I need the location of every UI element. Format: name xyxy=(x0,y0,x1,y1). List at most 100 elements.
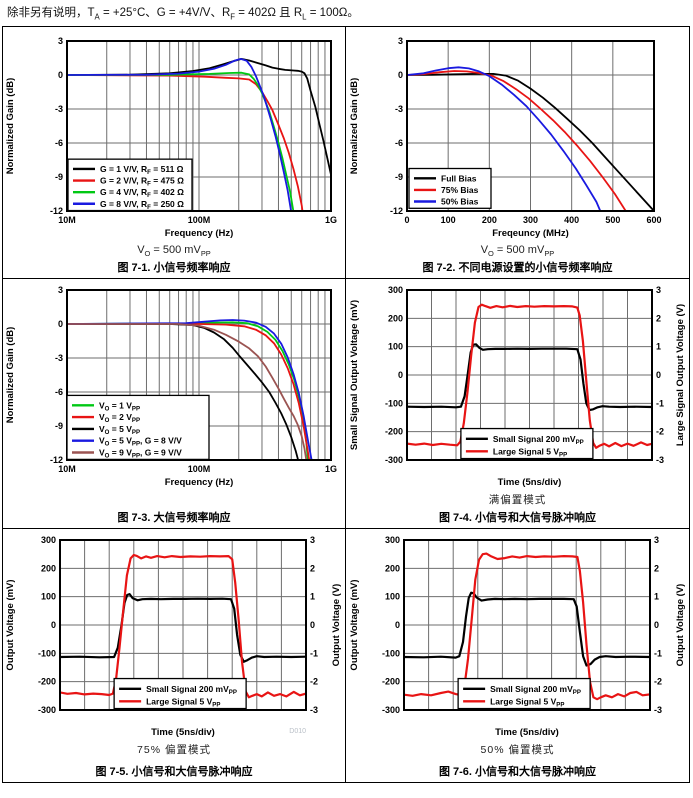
figure-7-1: 10M 100M 1G 3 0 -3 -6 -9 -12 Frequency (Hz) Normal… xyxy=(3,27,346,279)
figure-7-3: 10M 100M 1G 3 0 -3 -6 -9 -12 Frequency (Hz) Normal… xyxy=(3,279,346,529)
svg-text:-3: -3 xyxy=(654,705,662,715)
legend-label: VO = 1 VPP xyxy=(99,400,140,412)
plot-border xyxy=(405,289,653,461)
tick-labels: 300 200 100 0 -100 -200 -300 3 2 1 0 -1 -2 -3 xyxy=(381,535,661,715)
svg-text:100: 100 xyxy=(440,215,455,225)
x-axis-title: Frequency (Hz) xyxy=(165,477,234,488)
svg-text:0: 0 xyxy=(654,620,659,630)
legend-label: VO = 5 VPP, G = 8 V/V xyxy=(99,436,182,448)
figure-7-2-sublabel: VO = 500 mVPP xyxy=(480,244,555,259)
series-2 xyxy=(406,66,601,211)
svg-text:200: 200 xyxy=(41,563,56,573)
legend-label: Large Signal 5 VPP xyxy=(490,696,564,708)
svg-text:200: 200 xyxy=(481,215,496,225)
legend-label: Full Bias xyxy=(441,173,477,183)
charts-grid: 10M 100M 1G 3 0 -3 -6 -9 -12 Frequency (Hz) Normal… xyxy=(2,26,690,783)
series-group xyxy=(60,553,306,699)
svg-text:2: 2 xyxy=(656,313,661,323)
svg-text:-9: -9 xyxy=(55,172,63,182)
series-1 xyxy=(67,323,311,460)
test-conditions: 除非另有说明，TA = +25°C、G = +4V/V、RF = 402Ω 且 … xyxy=(7,7,359,22)
svg-text:0: 0 xyxy=(51,620,56,630)
series-0 xyxy=(403,591,650,667)
svg-text:3: 3 xyxy=(310,535,315,545)
svg-text:600: 600 xyxy=(646,215,661,225)
svg-text:-300: -300 xyxy=(381,705,399,715)
series-1 xyxy=(406,70,627,211)
legend-label: G = 4 V/V, RF = 402 Ω xyxy=(100,187,184,199)
svg-text:-100: -100 xyxy=(384,398,402,408)
figure-7-1-caption: 图 7-1. 小信号频率响应 xyxy=(117,262,231,274)
plot-border xyxy=(402,539,651,711)
tick-labels: 300 200 100 0 -100 -200 -300 3 2 1 0 -1 -2 -3 xyxy=(384,285,663,465)
figure-7-1-canvas: 10M 100M 1G 3 0 -3 -6 -9 -12 Frequency (Hz) Normal… xyxy=(5,36,337,239)
legend-label: VO = 2 VPP xyxy=(99,412,140,424)
svg-text:200: 200 xyxy=(387,313,402,323)
svg-text:-200: -200 xyxy=(381,677,399,687)
svg-text:1: 1 xyxy=(654,592,659,602)
y2-axis-title: Output Voltage (V) xyxy=(675,584,686,667)
svg-text:-3: -3 xyxy=(55,353,63,363)
series-0 xyxy=(67,57,331,176)
series-3 xyxy=(67,319,313,460)
series-0 xyxy=(406,343,652,412)
figure-7-2-caption: 图 7-2. 不同电源设置的小信号频率响应 xyxy=(422,262,613,274)
svg-text:2: 2 xyxy=(310,563,315,573)
svg-text:1G: 1G xyxy=(325,464,337,474)
figure-7-3-canvas: 10M 100M 1G 3 0 -3 -6 -9 -12 Frequency (Hz) Normal… xyxy=(5,285,337,488)
legend-label: VO = 9 VPP, G = 9 V/V xyxy=(99,448,182,460)
legend-label: 50% Bias xyxy=(441,197,479,207)
y-axis-title: Small Signal Output Voltage (mV) xyxy=(349,300,360,450)
plot-border xyxy=(66,40,332,212)
svg-text:-100: -100 xyxy=(38,648,56,658)
svg-text:10M: 10M xyxy=(58,464,76,474)
series-4 xyxy=(67,323,308,460)
x-axis-title: Time (5ns/div) xyxy=(495,727,559,738)
svg-text:0: 0 xyxy=(58,319,63,329)
svg-text:-12: -12 xyxy=(50,455,63,465)
svg-text:-6: -6 xyxy=(55,138,63,148)
series-group xyxy=(67,319,313,460)
svg-text:100: 100 xyxy=(387,342,402,352)
svg-text:-1: -1 xyxy=(310,648,318,658)
y-axis-title: Normalized Gain (dB) xyxy=(349,78,360,175)
series-0 xyxy=(406,73,654,211)
legend: Full Bias 75% Bias 50% Bias xyxy=(407,167,492,209)
svg-text:0: 0 xyxy=(394,620,399,630)
figure-7-5: 300 200 100 0 -100 -200 -300 3 2 1 0 -1 -2 -3 Time (5n… xyxy=(3,529,346,782)
svg-text:-12: -12 xyxy=(389,206,402,216)
svg-text:1: 1 xyxy=(310,592,315,602)
legend-label: Small Signal 200 mVPP xyxy=(492,434,583,446)
svg-text:0: 0 xyxy=(404,215,409,225)
svg-text:0: 0 xyxy=(397,70,402,80)
plot-border xyxy=(59,539,307,711)
legend: G = 1 V/V, RF = 511 ΩG = 2 V/V, RF = 475… xyxy=(67,158,193,212)
svg-text:-3: -3 xyxy=(310,705,318,715)
x-axis-title: Time (5ns/div) xyxy=(151,727,215,738)
figure-7-4-canvas: 300 200 100 0 -100 -200 -300 3 2 1 0 -1 -2 -3 Time (5n… xyxy=(349,285,686,488)
svg-text:3: 3 xyxy=(58,36,63,46)
legend-label: Large Signal 5 VPP xyxy=(492,446,566,458)
x-axis-title: Time (5ns/div) xyxy=(497,477,561,488)
figure-7-2: 0 100 200 300 400 500 600 3 0 -3 -6 -9 -12 Freqeuncy … xyxy=(346,27,689,279)
figure-7-5-caption: 图 7-5. 小信号和大信号脉冲响应 xyxy=(95,766,253,778)
svg-text:-300: -300 xyxy=(38,705,56,715)
legend-label: Small Signal 200 mVPP xyxy=(490,684,581,696)
y-axis-title: Normalized Gain (dB) xyxy=(5,78,16,175)
svg-text:-6: -6 xyxy=(55,387,63,397)
y-axis-title: Output Voltage (mV) xyxy=(5,579,16,670)
svg-text:100: 100 xyxy=(41,592,56,602)
svg-text:-200: -200 xyxy=(384,427,402,437)
figure-7-4-sublabel: 满偏置模式 xyxy=(488,494,547,506)
svg-text:0: 0 xyxy=(656,370,661,380)
tick-labels: 0 100 200 300 400 500 600 3 0 -3 -6 -9 -12 xyxy=(389,36,661,225)
svg-text:300: 300 xyxy=(41,535,56,545)
x-axis-title: Freqeuncy (MHz) xyxy=(492,228,569,239)
svg-text:100M: 100M xyxy=(188,464,211,474)
svg-text:3: 3 xyxy=(397,36,402,46)
svg-text:-2: -2 xyxy=(654,677,662,687)
svg-text:300: 300 xyxy=(384,535,399,545)
svg-text:-6: -6 xyxy=(394,138,402,148)
svg-text:3: 3 xyxy=(654,535,659,545)
svg-text:400: 400 xyxy=(564,215,579,225)
